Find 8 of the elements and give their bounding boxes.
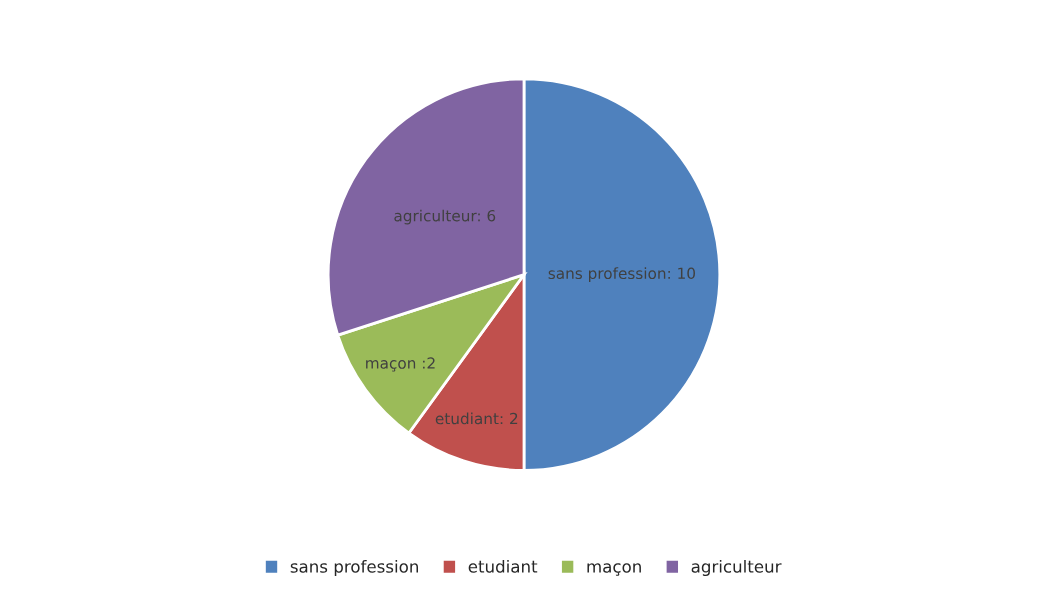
legend-label: sans profession [290,559,418,577]
data-label: agriculteur: 6 [394,209,496,225]
legend-label: etudiant [468,559,538,573]
data-label: sans profession: 10 [548,267,696,283]
data-label: etudiant: 2 [435,412,518,425]
data-label: maçon :2 [366,357,435,372]
legend-label: maçon [587,563,641,576]
legend-label: agriculteur [691,559,782,577]
